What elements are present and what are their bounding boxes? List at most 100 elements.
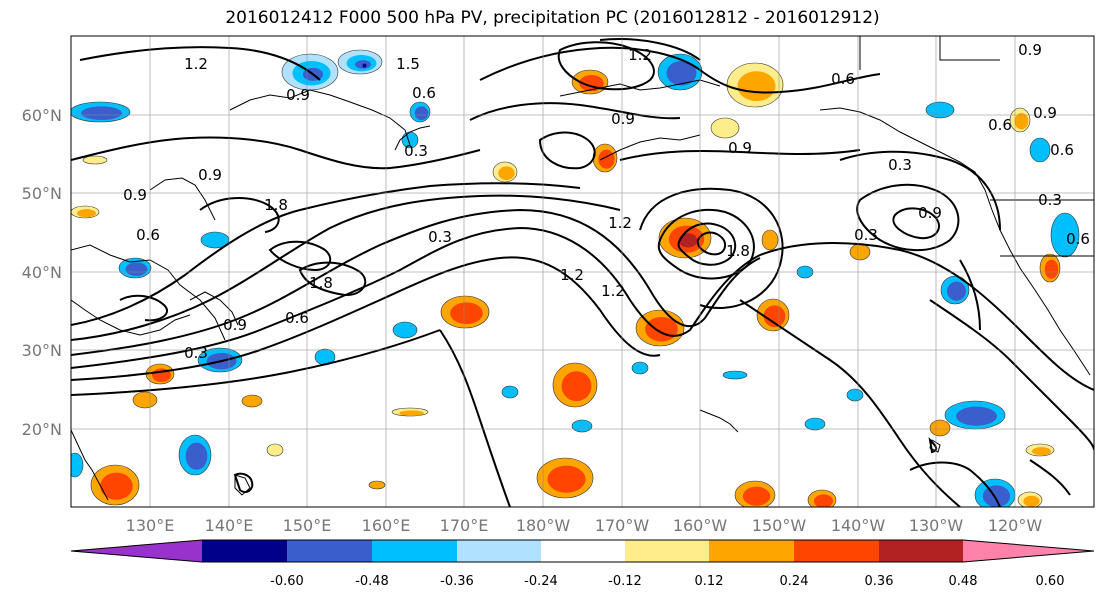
contour-label: 0.3 xyxy=(404,142,428,160)
precip-shade-region xyxy=(571,419,593,433)
precip-shade-region xyxy=(763,305,786,328)
longitude-labels: 130°E 140°E 150°E 160°E 170°E 180°W 170°W 160°W… xyxy=(126,516,1043,535)
longitude-label: 140°E xyxy=(205,516,254,535)
precip-shade-region xyxy=(266,443,284,457)
precip-shade-region xyxy=(100,472,133,500)
precip-shade-region xyxy=(678,233,698,248)
longitude-label: 150°W xyxy=(752,516,807,535)
contour-label: 0.9 xyxy=(123,186,147,204)
longitude-label: 170°E xyxy=(440,516,489,535)
longitude-label: 170°W xyxy=(595,516,650,535)
colorbar-segment xyxy=(457,540,541,562)
contour-label: 0.3 xyxy=(854,226,878,244)
longitude-label: 160°E xyxy=(362,516,411,535)
coastlines xyxy=(71,36,1094,501)
contour-label: 0.3 xyxy=(428,228,452,246)
colorbar-outline xyxy=(70,539,1095,563)
precip-shade-region xyxy=(368,480,386,490)
contour-label: 0.9 xyxy=(198,166,222,184)
colorbar-tick-label: -0.60 xyxy=(270,574,304,589)
precip-shade-region xyxy=(414,106,429,120)
precip-shade-region xyxy=(76,209,97,218)
colorbar-tick-label: 0.36 xyxy=(865,574,894,589)
contour-label: 1.8 xyxy=(309,274,333,292)
contour-label: 0.3 xyxy=(1038,191,1062,209)
contour-labels: 1.2 1.5 1.2 0.9 0.6 0.6 0.9 0.3 0.9 0.6 0.9 0.9 0.3 0… xyxy=(123,41,1090,362)
precip-shade-region xyxy=(846,388,864,402)
colorbar-tick-label: -0.24 xyxy=(524,574,558,589)
contour-label: 1.8 xyxy=(726,242,750,260)
precip-shade-region xyxy=(1029,137,1051,163)
map-frame xyxy=(70,35,1095,508)
contour-label: 0.6 xyxy=(1066,230,1090,248)
contour-label: 1.2 xyxy=(608,214,632,232)
precip-shade-region xyxy=(81,106,122,120)
longitude-label: 180°W xyxy=(516,516,571,535)
precip-shade-region xyxy=(666,60,697,86)
contour-label: 0.3 xyxy=(888,156,912,174)
precip-shade-region xyxy=(1014,113,1029,130)
contour-label: 0.9 xyxy=(1018,41,1042,59)
precip-shade-region xyxy=(1050,212,1080,258)
precip-shade-region xyxy=(132,391,158,409)
latitude-label: 30°N xyxy=(22,341,62,360)
longitude-label: 130°E xyxy=(126,516,175,535)
colorbar-segment xyxy=(879,540,963,562)
colorbar-segment xyxy=(372,540,457,562)
contour-label: 0.6 xyxy=(412,84,436,102)
contour-label: 1.8 xyxy=(264,196,288,214)
precip-shade-region xyxy=(241,394,263,408)
contour-label: 0.9 xyxy=(223,316,247,334)
contour-label: 1.2 xyxy=(601,282,625,300)
precip-shade-region xyxy=(498,166,515,180)
precip-shade-region xyxy=(450,302,483,325)
precip-shade-region xyxy=(392,321,418,339)
precip-shade-region xyxy=(399,410,424,416)
precip-shade-region xyxy=(737,71,776,102)
precip-shade-region xyxy=(742,486,771,506)
longitude-label: 160°W xyxy=(673,516,728,535)
precip-shade-region xyxy=(804,417,826,431)
precip-shade-region xyxy=(722,370,748,380)
contour-label: 0.9 xyxy=(286,86,310,104)
latitude-label: 60°N xyxy=(22,106,62,125)
precip-shade-region xyxy=(631,361,649,375)
precip-shade-region xyxy=(125,262,148,277)
contour-label: 0.6 xyxy=(1050,141,1074,159)
colorbar-tick-label: 0.48 xyxy=(949,574,978,589)
precip-shade-region xyxy=(946,281,967,301)
colorbar-tick-label: -0.12 xyxy=(608,574,642,589)
contour-label: 0.6 xyxy=(831,70,855,88)
map-title: 2016012412 F000 500 hPa PV, precipitatio… xyxy=(225,8,880,28)
precip-shade-region xyxy=(710,117,740,139)
graticule xyxy=(71,36,1094,507)
precip-shade-region xyxy=(1031,447,1052,456)
colorbar xyxy=(70,539,1095,563)
contour-label: 0.9 xyxy=(728,139,752,157)
latitude-labels: 60°N 50°N 40°N 30°N 20°N xyxy=(22,106,62,439)
colorbar-segment xyxy=(287,540,372,562)
contour-label: 0.6 xyxy=(285,309,309,327)
latitude-label: 50°N xyxy=(22,184,62,203)
precip-anomaly-shading xyxy=(71,49,1080,507)
precip-shade-region xyxy=(561,371,592,402)
contour-label: 1.2 xyxy=(184,55,208,73)
colorbar-segment xyxy=(541,540,625,562)
precip-shade-region xyxy=(1044,259,1059,279)
precip-shade-region xyxy=(1023,495,1040,507)
contour-label: 0.3 xyxy=(184,344,208,362)
colorbar-segment xyxy=(709,540,794,562)
colorbar-tick-label: 0.12 xyxy=(695,574,724,589)
precip-shade-region xyxy=(185,442,208,470)
colorbar-tick-label: -0.36 xyxy=(440,574,474,589)
contour-label: 0.6 xyxy=(136,226,160,244)
precip-shade-region xyxy=(929,419,951,437)
precip-shade-region xyxy=(82,155,108,165)
precip-shade-region xyxy=(645,316,678,342)
precip-shade-region xyxy=(501,385,519,399)
contour-label: 0.9 xyxy=(1033,104,1057,122)
contour-label: 0.6 xyxy=(988,116,1012,134)
colorbar-tick-label: -0.48 xyxy=(355,574,389,589)
colorbar-segment xyxy=(202,540,287,562)
